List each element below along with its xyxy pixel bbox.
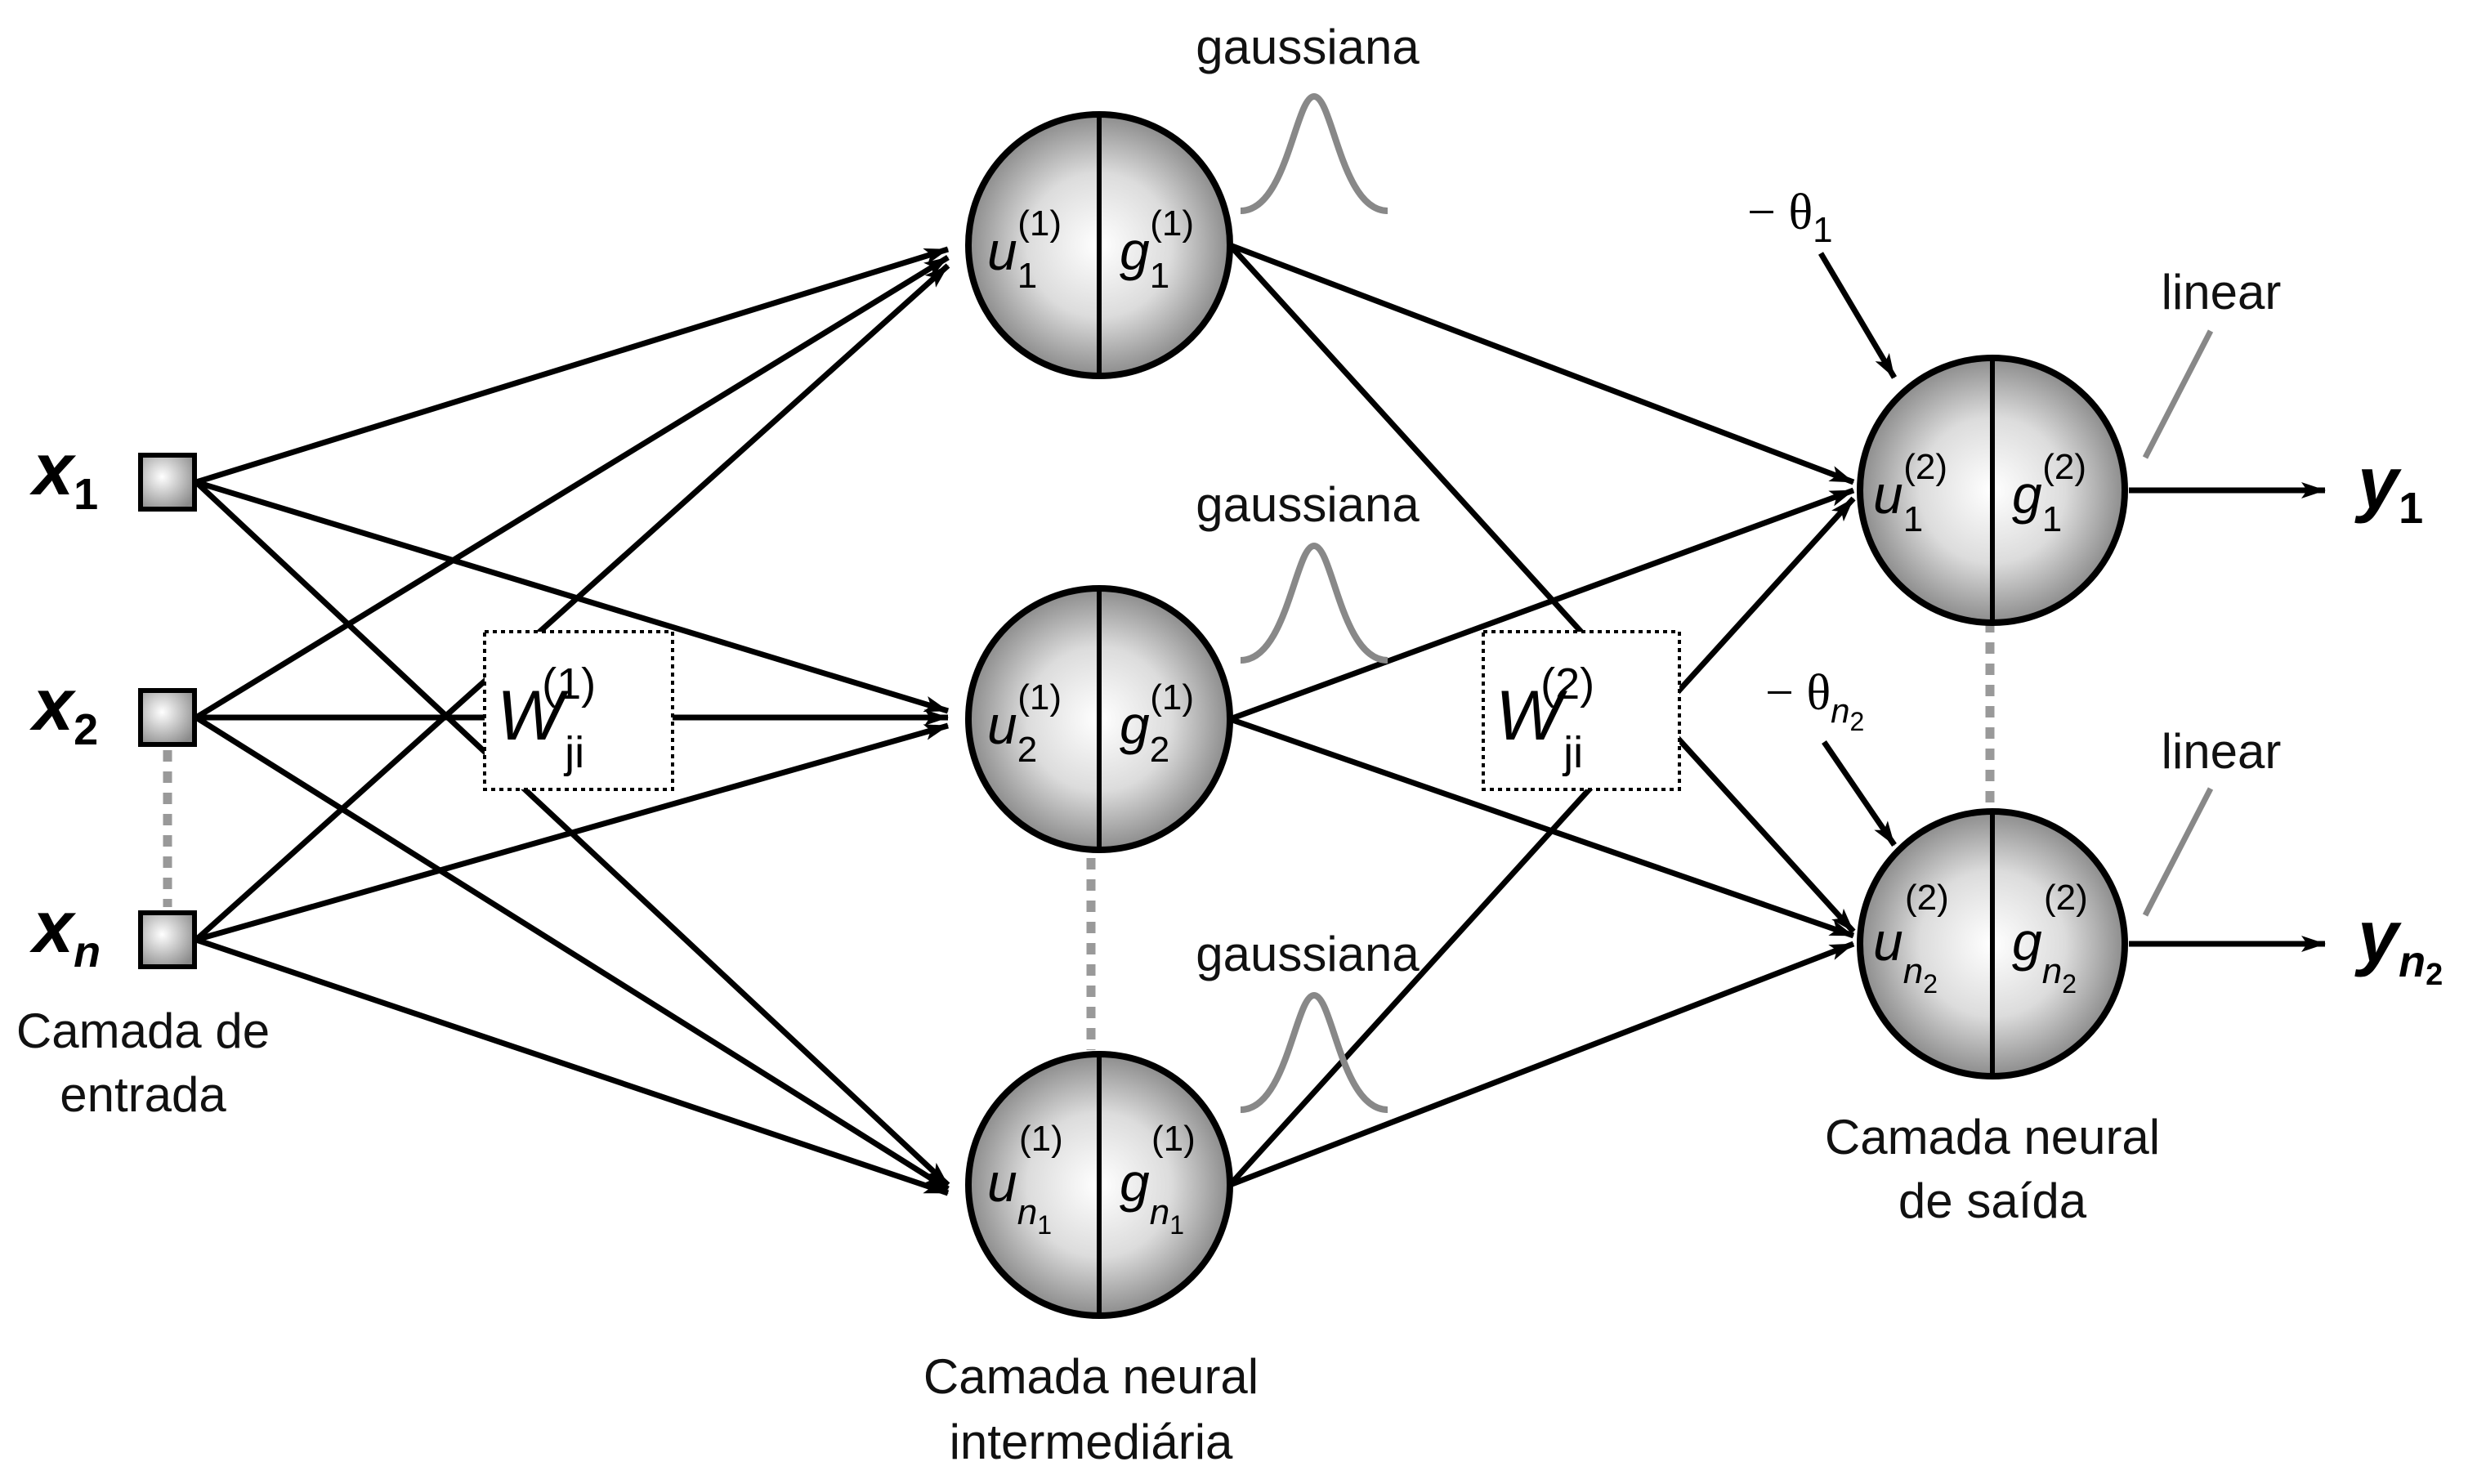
gaussian-curve-1 [1240,92,1388,214]
input-node-xn [138,910,197,969]
input-layer-caption-line2: entrada [60,1067,226,1122]
weight-box-w1: Wji(1) [483,630,674,791]
bias-arrow-n2 [1822,740,1897,847]
hidden-layer-caption-line1: Camada neural [923,1349,1259,1404]
input-nodes [138,453,197,969]
gaussian-label-2: gaussiana [1196,477,1420,532]
gaussian-curve-2 [1240,542,1388,664]
gaussian-label-3: gaussiana [1196,927,1420,981]
hidden-neuron-n1: un1(1) gn1(1) [965,1051,1233,1319]
gaussian-curve-3 [1240,991,1388,1113]
bias-and-output-arrows [1818,252,2326,952]
hidden-neuron-2: u2(1) g2(1) [965,585,1233,853]
hidden-neuron-2-u: u2(1) [987,677,1062,770]
edge-hn-o1 [1227,496,1856,1187]
output-neuron-n2: un2(2) gn2(2) [1857,808,2128,1079]
gaussian-curves [1240,92,1388,1113]
gaussian-label-1: gaussiana [1196,20,1420,74]
ellipsis-dashes [163,621,1995,1050]
output-layer-caption-line1: Camada neural [1825,1110,2160,1164]
input-label-x2: x2 [29,664,98,754]
edge-xn-h1 [194,263,950,942]
linear-mark-n2 [2142,787,2214,917]
input-node-x1 [138,453,197,512]
output-neuron-n2-g: gn2(2) [2012,878,2088,999]
output-layer-caption-line2: de saída [1898,1173,2087,1228]
input-label-xn: xn [29,887,101,977]
bias-label-n2: − θn2 [1765,665,1864,736]
hidden-neuron-1-g: g1(1) [1120,203,1194,296]
hidden-neuron-n1-u: un1(1) [987,1119,1063,1240]
output-label-y1: y1 [2354,443,2423,533]
hidden-neuron-2-g: g2(1) [1120,677,1194,770]
weight-label-w2: Wji(2) [1496,659,1594,777]
input-node-x2 [138,688,197,747]
edge-h1-on [1227,243,1856,934]
linear-activation-marks [2142,329,2214,917]
edge-x2-hn [194,715,950,1191]
bias-arrow-1 [1818,252,1898,379]
edge-hn-on [1228,941,1855,1188]
input-label-x1: x1 [29,429,98,519]
hidden-neuron-n1-g: gn1(1) [1120,1119,1196,1240]
hidden-neuron-1-u: u1(1) [987,203,1062,296]
edge-h2-on [1228,716,1855,939]
linear-mark-1 [2142,329,2214,459]
output-label-yn2: yn2 [2354,896,2443,992]
edge-xn-hn [194,936,950,1196]
edge-x1-h1 [194,246,950,485]
output-neuron-n2-u: un2(2) [1873,878,1949,999]
linear-label-1: linear [2162,265,2282,320]
edge-h2-o1 [1228,487,1855,722]
weight-label-w1: Wji(1) [497,659,596,777]
edge-x2-h1 [194,255,950,720]
linear-label-n2: linear [2162,724,2282,779]
output-neuron-1: u1(2) g1(2) [1857,355,2128,626]
weight-box-w2: Wji(2) [1482,630,1681,791]
hidden-neuron-1: u1(1) g1(1) [965,111,1233,379]
output-neuron-1-u: u1(2) [1873,447,1947,539]
edge-x1-h2 [194,479,950,714]
bias-label-1: − θ1 [1747,185,1833,250]
hidden-layer-caption-line2: intermediária [950,1415,1233,1469]
edge-h1-o1 [1228,242,1855,485]
edge-xn-h2 [195,722,949,943]
output-neuron-1-g: g1(2) [2012,447,2086,539]
input-layer-caption-line1: Camada de [16,1003,270,1058]
hidden-output-connections [1227,242,1856,1188]
